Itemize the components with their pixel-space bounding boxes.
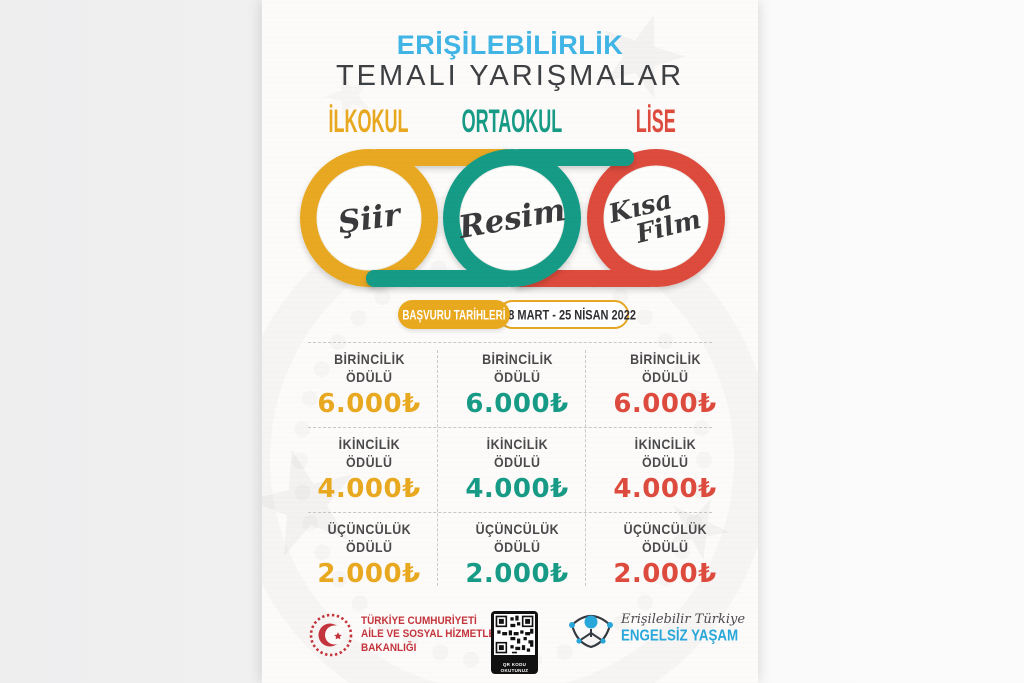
ring-teal [366, 149, 634, 287]
application-dates-bar: 28 MART - 25 NİSAN 2022 BAŞVURU TARİHLER… [262, 300, 758, 330]
divider [308, 427, 712, 428]
prize-cell: ÜÇÜNCÜLÜK ÖDÜLÜ 2.000₺ [465, 521, 569, 590]
divider [308, 512, 712, 513]
prize-cell: BİRİNCİLİK ÖDÜLÜ 6.000₺ [465, 351, 569, 420]
prize-row-second: İKİNCİLİK ÖDÜLÜ 4.000₺ İKİNCİLİK ÖDÜLÜ 4… [262, 434, 758, 518]
prize-cell: İKİNCİLİK ÖDÜLÜ 4.000₺ [317, 436, 421, 505]
qr-code: QR KODU OKUTUNUZ [491, 611, 538, 674]
poster-title: ERİŞİLEBİLİRLİK [396, 30, 624, 60]
prize-cell: ÜÇÜNCÜLÜK ÖDÜLÜ 2.000₺ [317, 521, 421, 590]
divider [308, 342, 712, 343]
logo-script-text: Erişilebilir Türkiye [621, 612, 746, 627]
ministry-logo-block: TÜRKİYE CUMHURİYETİ AİLE VE SOSYAL HİZME… [308, 612, 510, 658]
prize-cell: İKİNCİLİK ÖDÜLÜ 4.000₺ [465, 436, 569, 505]
prize-row-first: BİRİNCİLİK ÖDÜLÜ 6.000₺ BİRİNCİLİK ÖDÜLÜ… [262, 349, 758, 433]
topic-siir: Şiir [336, 196, 405, 241]
divider [585, 350, 586, 586]
application-dates-value: 28 MART - 25 NİSAN 2022 [498, 300, 636, 329]
category-label-lise: LİSE [635, 103, 677, 140]
logo-main-text: ENGELSİZ YAŞAM [621, 627, 739, 645]
category-rings-graphic: Şiir Resim Kısa Film [300, 149, 725, 287]
application-dates-label: BAŞVURU TARİHLERİ [398, 300, 510, 329]
prize-cell: İKİNCİLİK ÖDÜLÜ 4.000₺ [613, 436, 717, 505]
engelsiz-yasam-logo-block: Erişilebilir Türkiye ENGELSİZ YAŞAM [567, 605, 748, 651]
accessibility-eye-icon [569, 614, 613, 649]
category-label-ilkokul: İLKOKUL [328, 103, 409, 140]
prize-cell: BİRİNCİLİK ÖDÜLÜ 6.000₺ [613, 351, 717, 420]
poster-subtitle: TEMALI YARIŞMALAR [335, 60, 685, 92]
category-label-ortaokul: ORTAOKUL [461, 103, 563, 140]
ministry-emblem-icon [309, 613, 353, 657]
prize-row-third: ÜÇÜNCÜLÜK ÖDÜLÜ 2.000₺ ÜÇÜNCÜLÜK ÖDÜLÜ 2… [262, 519, 758, 603]
poster-footer: TÜRKİYE CUMHURİYETİ AİLE VE SOSYAL HİZME… [262, 602, 758, 683]
poster: ★ ★ ★ ★ ERİŞİLEBİLİRLİK TEMALI YARIŞMALA… [262, 0, 758, 683]
qr-pattern-icon [494, 614, 535, 655]
prize-cell: BİRİNCİLİK ÖDÜLÜ 6.000₺ [317, 351, 421, 420]
ministry-name: TÜRKİYE CUMHURİYETİ AİLE VE SOSYAL HİZME… [361, 614, 503, 655]
qr-caption: QR KODU OKUTUNUZ [500, 662, 529, 674]
prize-cell: ÜÇÜNCÜLÜK ÖDÜLÜ 2.000₺ [613, 521, 717, 590]
divider [437, 350, 438, 586]
